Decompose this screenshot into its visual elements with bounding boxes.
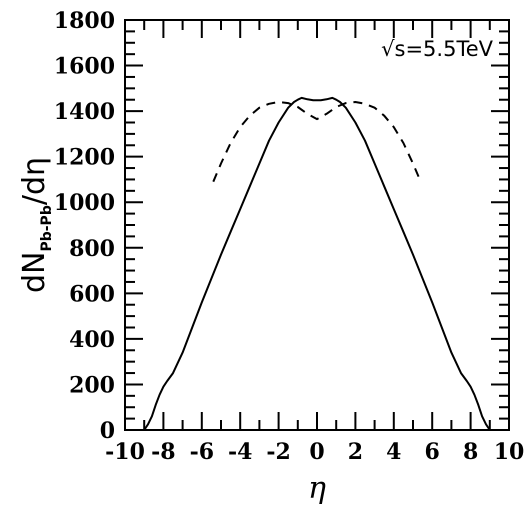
x-tick-label: -4	[228, 439, 252, 465]
y-tick-label: 1600	[54, 54, 115, 80]
data-curves	[143, 96, 491, 431]
solid-curve	[143, 96, 491, 431]
axis-ticks	[124, 19, 510, 431]
y-tick-label: 1000	[54, 190, 115, 216]
x-tick-label: 2	[348, 439, 363, 465]
x-tick-label: 10	[494, 439, 525, 465]
x-tick-label: 0	[309, 439, 324, 465]
y-tick-label: 400	[69, 327, 115, 353]
y-tick-label: 1400	[54, 99, 115, 125]
y-tick-label: 1200	[54, 145, 115, 171]
y-tick-label: 600	[69, 281, 115, 307]
x-tick-label: 6	[425, 439, 440, 465]
x-tick-label: -8	[151, 439, 175, 465]
tick-labels: -10 -8 -6 -4 -2 0 2 4 6 8 100200400600800100012001…	[54, 8, 525, 465]
y-tick-label: 800	[69, 236, 115, 262]
y-axis-label-prefix: dN	[17, 252, 52, 293]
y-axis-label-suffix: /dη	[17, 157, 52, 205]
x-tick-label: 4	[386, 439, 401, 465]
x-tick-label: -6	[190, 439, 214, 465]
y-tick-label: 1800	[54, 8, 115, 34]
x-tick-label: -10	[105, 439, 145, 465]
dashed-curve	[212, 101, 422, 183]
y-tick-label: 0	[100, 418, 115, 444]
x-axis-label: η	[308, 471, 326, 506]
energy-annotation: √s=5.5TeV	[381, 37, 493, 61]
x-tick-label: 8	[463, 439, 478, 465]
plot-frame	[124, 19, 510, 431]
y-tick-label: 200	[69, 372, 115, 398]
x-tick-label: -2	[266, 439, 290, 465]
y-axis-label: dNPb-Pb/dη	[17, 157, 55, 293]
y-axis-label-subscript: Pb-Pb	[39, 205, 55, 251]
